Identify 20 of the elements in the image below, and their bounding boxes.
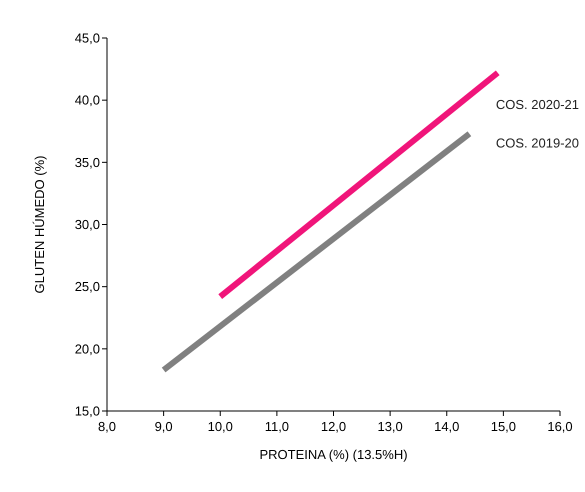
- y-tick-label: 40,0: [74, 92, 100, 108]
- y-axis-title: GLUTEN HÚMEDO (%): [32, 156, 47, 294]
- text: COS. 2019-20: [496, 136, 579, 151]
- x-tick-label: 11,0: [264, 419, 290, 434]
- y-tick-label: 25,0: [74, 279, 100, 294]
- y-tick-label: 45,0: [74, 30, 100, 46]
- y-tick-label: 20,0: [74, 341, 100, 356]
- y-tick-label: 30,0: [74, 217, 100, 232]
- x-tick-label: 16,0: [547, 419, 573, 434]
- x-tick-label: 10,0: [208, 419, 233, 434]
- y-tick-label: 35,0: [74, 154, 100, 170]
- x-tick-label: 14,0: [434, 419, 460, 434]
- series-label: COS. 2020-21: [496, 96, 579, 112]
- x-tick-label: 15,0: [490, 419, 516, 434]
- y-tick-label: 15,0: [74, 404, 100, 418]
- x-axis-title: PROTEINA (%) (13.5%H): [259, 447, 408, 462]
- x-tick-label: 12,0: [320, 419, 346, 434]
- x-tick-label: 8,0: [98, 419, 116, 434]
- x-tick-label: 13,0: [377, 419, 403, 434]
- x-tick-label: 9,0: [154, 419, 173, 434]
